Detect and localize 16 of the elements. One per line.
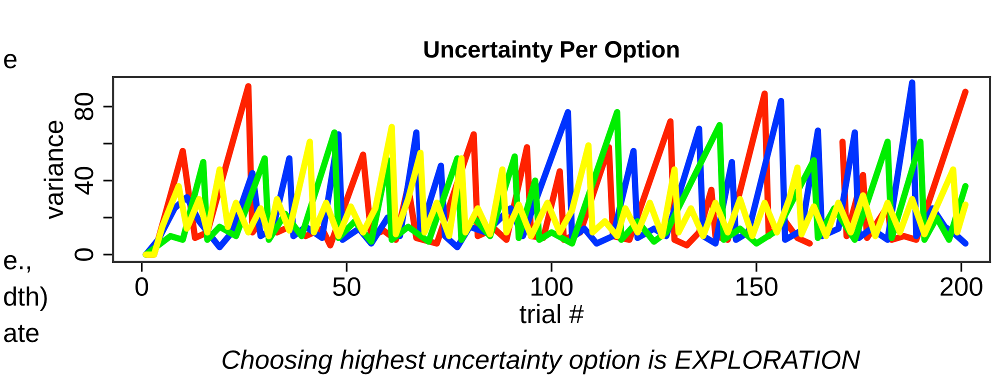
x-axis-title: trial # bbox=[520, 304, 584, 324]
y-tick-label: 0 bbox=[74, 248, 94, 261]
text: e bbox=[4, 54, 16, 68]
y-axis-title: variance bbox=[44, 120, 64, 220]
text: dth) bbox=[4, 286, 47, 312]
text: Choosing highest uncertainty option is EXPLORATION bbox=[222, 350, 860, 374]
x-tick-label: 100 bbox=[532, 277, 573, 296]
text: ate bbox=[4, 324, 38, 342]
chart-title: Uncertainty Per Option bbox=[424, 40, 679, 62]
text: e., bbox=[4, 254, 30, 273]
x-tick-label: 150 bbox=[736, 277, 778, 296]
y-tick-label: 80 bbox=[74, 92, 94, 120]
y-tick-label: 40 bbox=[74, 166, 94, 195]
x-tick-label: 50 bbox=[333, 277, 360, 296]
x-tick-label: 200 bbox=[940, 277, 982, 296]
x-tick-label: 0 bbox=[135, 277, 148, 296]
